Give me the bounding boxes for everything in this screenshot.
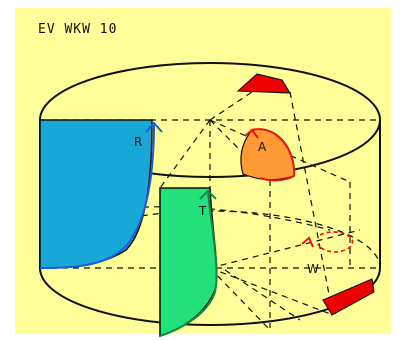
diagonal-lower-right <box>224 269 301 321</box>
radial-line-front-right <box>209 119 351 183</box>
label-r: R <box>134 135 142 149</box>
red-wedge-top <box>236 73 292 94</box>
label-t: T <box>198 204 207 218</box>
label-w: W <box>307 262 319 276</box>
label-a: A <box>258 140 267 154</box>
vertical-red-top <box>289 91 334 316</box>
t-arrow <box>159 189 218 337</box>
w-rotation-arrow <box>301 231 354 253</box>
bottom-radial-right <box>209 229 361 269</box>
bottom-radial-front <box>209 267 271 331</box>
r-arrow <box>39 121 163 269</box>
a-arrow <box>244 128 296 182</box>
red-wedge-bottom <box>322 278 375 316</box>
diagram-title: EV WKW 10 <box>38 22 117 37</box>
radial-line-front-left <box>159 119 211 189</box>
